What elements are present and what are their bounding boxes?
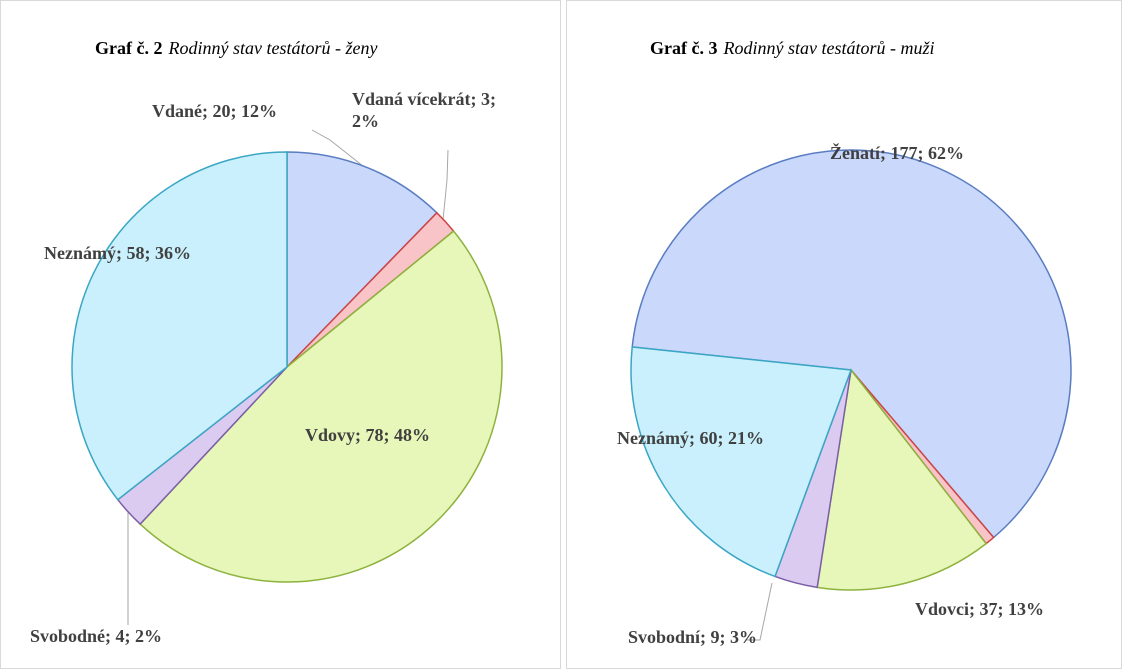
pie-slice bbox=[631, 149, 1072, 539]
leader-line bbox=[442, 149, 449, 221]
data-label: Vdovci; 37; 13% bbox=[915, 599, 1044, 619]
pie-slice bbox=[630, 346, 853, 578]
pie-slice bbox=[286, 151, 438, 369]
chart-subtitle: Rodinný stav testátorů - ženy bbox=[168, 38, 378, 58]
data-label: Vdaná vícekrát; 3; 2% bbox=[352, 89, 496, 131]
data-label: Neznámý; 60; 21% bbox=[617, 428, 764, 448]
chart-subtitle: Rodinný stav testátorů - muži bbox=[723, 38, 935, 58]
pie-slice bbox=[71, 151, 288, 501]
data-label: Vdovy; 78; 48% bbox=[305, 425, 430, 445]
data-label: Neznámý; 58; 36% bbox=[44, 243, 191, 263]
chart-title: Graf č. 3 bbox=[650, 38, 718, 58]
data-label: Svobodné; 4; 2% bbox=[30, 626, 163, 646]
panel-border bbox=[0, 0, 561, 669]
data-label: Vdané; 20; 12% bbox=[152, 101, 277, 121]
pie-slice bbox=[139, 230, 503, 583]
chart-title: Graf č. 2 bbox=[95, 38, 163, 58]
chart-title-block: Graf č. 3 Rodinný stav testátorů - muži bbox=[650, 38, 934, 59]
data-label: Svobodní; 9; 3% bbox=[628, 627, 758, 647]
data-label: Ženatí; 177; 62% bbox=[830, 143, 964, 163]
leader-line bbox=[745, 582, 773, 641]
leader-line bbox=[311, 129, 369, 171]
chart-title-block: Graf č. 2 Rodinný stav testátorů - ženy bbox=[95, 38, 377, 59]
pie-slice bbox=[816, 368, 988, 591]
